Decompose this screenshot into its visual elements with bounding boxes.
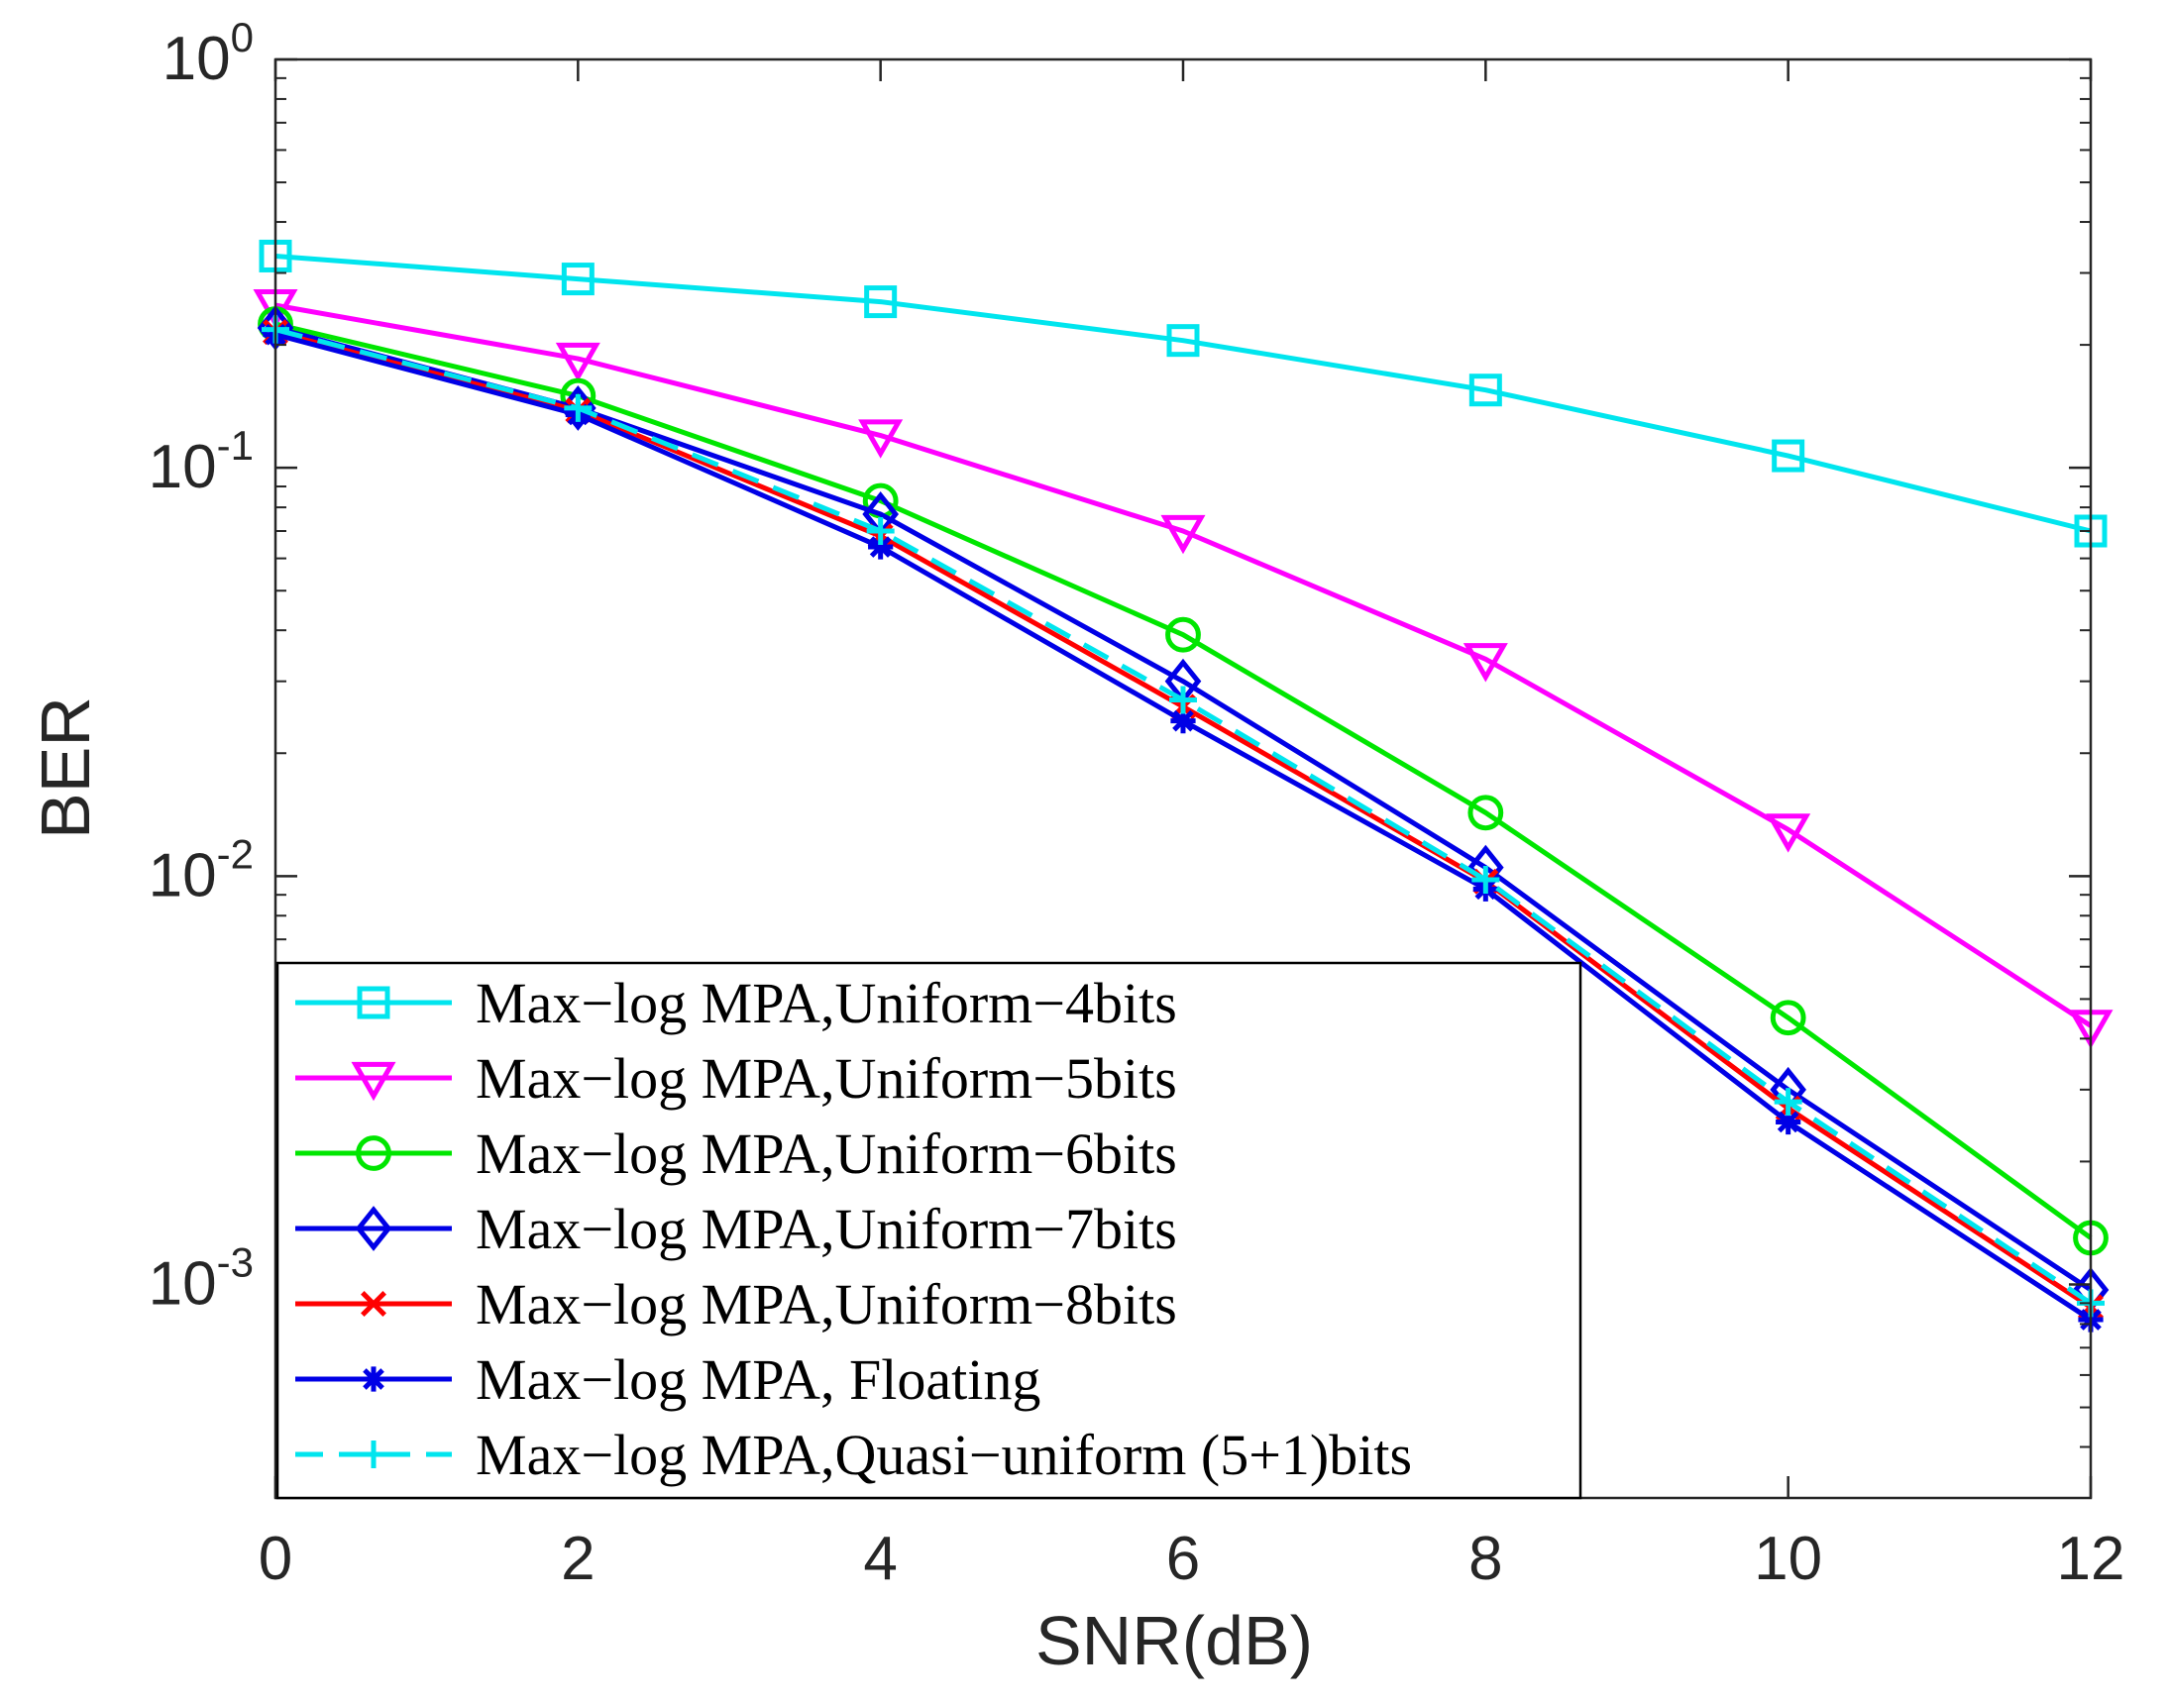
- series-layer: [253, 239, 2114, 1333]
- data-point: [1169, 686, 1197, 714]
- x-tick-label: 8: [1468, 1525, 1502, 1593]
- legend-marker: [361, 1291, 386, 1317]
- y-tick-label: 10-2: [149, 830, 254, 909]
- legend-label: Max−log MPA, Floating: [476, 1347, 1040, 1412]
- legend: Max−log MPA,Uniform−4bits Max−log MPA,Uni…: [275, 961, 1582, 1500]
- series-line: [274, 253, 2092, 534]
- data-point: [1766, 813, 1811, 853]
- legend-item: Max−log MPA,Uniform−8bits: [295, 1272, 1177, 1336]
- x-tick-label: 0: [259, 1525, 292, 1593]
- x-tick-label: 4: [863, 1525, 897, 1593]
- legend-label: Max−log MPA,Uniform−7bits: [476, 1197, 1177, 1261]
- series-2: [253, 288, 2114, 1049]
- data-point: [1166, 324, 1200, 358]
- legend-marker: [356, 1135, 391, 1171]
- legend-item: Max−log MPA,Uniform−6bits: [295, 1121, 1177, 1186]
- legend-label: Max−log MPA,Quasi−uniform (5+1)bits: [476, 1423, 1412, 1487]
- legend-item: Max−log MPA,Uniform−4bits: [295, 971, 1177, 1035]
- data-point: [866, 517, 895, 546]
- data-point: [564, 393, 593, 422]
- data-point: [1776, 1109, 1801, 1135]
- legend-marker: [357, 986, 390, 1019]
- data-point: [1170, 708, 1196, 734]
- legend-label: Max−log MPA,Uniform−8bits: [476, 1272, 1177, 1336]
- legend-item: Max−log MPA,Quasi−uniform (5+1)bits: [295, 1423, 1412, 1487]
- data-point: [868, 534, 894, 560]
- legend-marker: [360, 1441, 387, 1468]
- data-point: [555, 342, 600, 382]
- y-tick-label: 10-3: [149, 1238, 254, 1318]
- data-point: [1467, 795, 1504, 831]
- data-point: [1463, 643, 1508, 683]
- data-point: [1471, 865, 1500, 894]
- data-point: [1772, 439, 1805, 473]
- x-tick-label: 12: [2057, 1525, 2125, 1593]
- data-point: [1165, 616, 1201, 653]
- y-tick-label: 10-1: [149, 422, 254, 501]
- data-point: [864, 285, 898, 319]
- x-tick-label: 10: [1754, 1525, 1822, 1593]
- y-tick-label: 100: [163, 14, 254, 93]
- legend-label: Max−log MPA,Uniform−6bits: [476, 1121, 1177, 1186]
- legend-label: Max−log MPA,Uniform−4bits: [476, 971, 1177, 1035]
- legend-marker: [351, 1061, 396, 1102]
- legend-marker: [361, 1366, 386, 1392]
- x-tick-label: 2: [561, 1525, 595, 1593]
- x-tick-label: 6: [1166, 1525, 1200, 1593]
- x-axis-title: SNR(dB): [1035, 1602, 1313, 1679]
- data-point: [1468, 374, 1502, 407]
- series-line: [274, 302, 2093, 1028]
- legend-item: Max−log MPA,Uniform−5bits: [295, 1046, 1177, 1111]
- legend-box: [275, 961, 1582, 1500]
- legend-label: Max−log MPA,Uniform−5bits: [476, 1046, 1177, 1111]
- data-point: [858, 419, 904, 459]
- y-axis-title: BER: [27, 696, 104, 839]
- legend-item: Max−log MPA,Uniform−7bits: [295, 1197, 1177, 1261]
- data-point: [1774, 1088, 1802, 1117]
- data-point: [561, 263, 595, 296]
- legend-marker: [355, 1206, 392, 1251]
- data-point: [1160, 514, 1206, 555]
- data-point: [1770, 1000, 1806, 1036]
- legend-item: Max−log MPA, Floating: [295, 1347, 1040, 1412]
